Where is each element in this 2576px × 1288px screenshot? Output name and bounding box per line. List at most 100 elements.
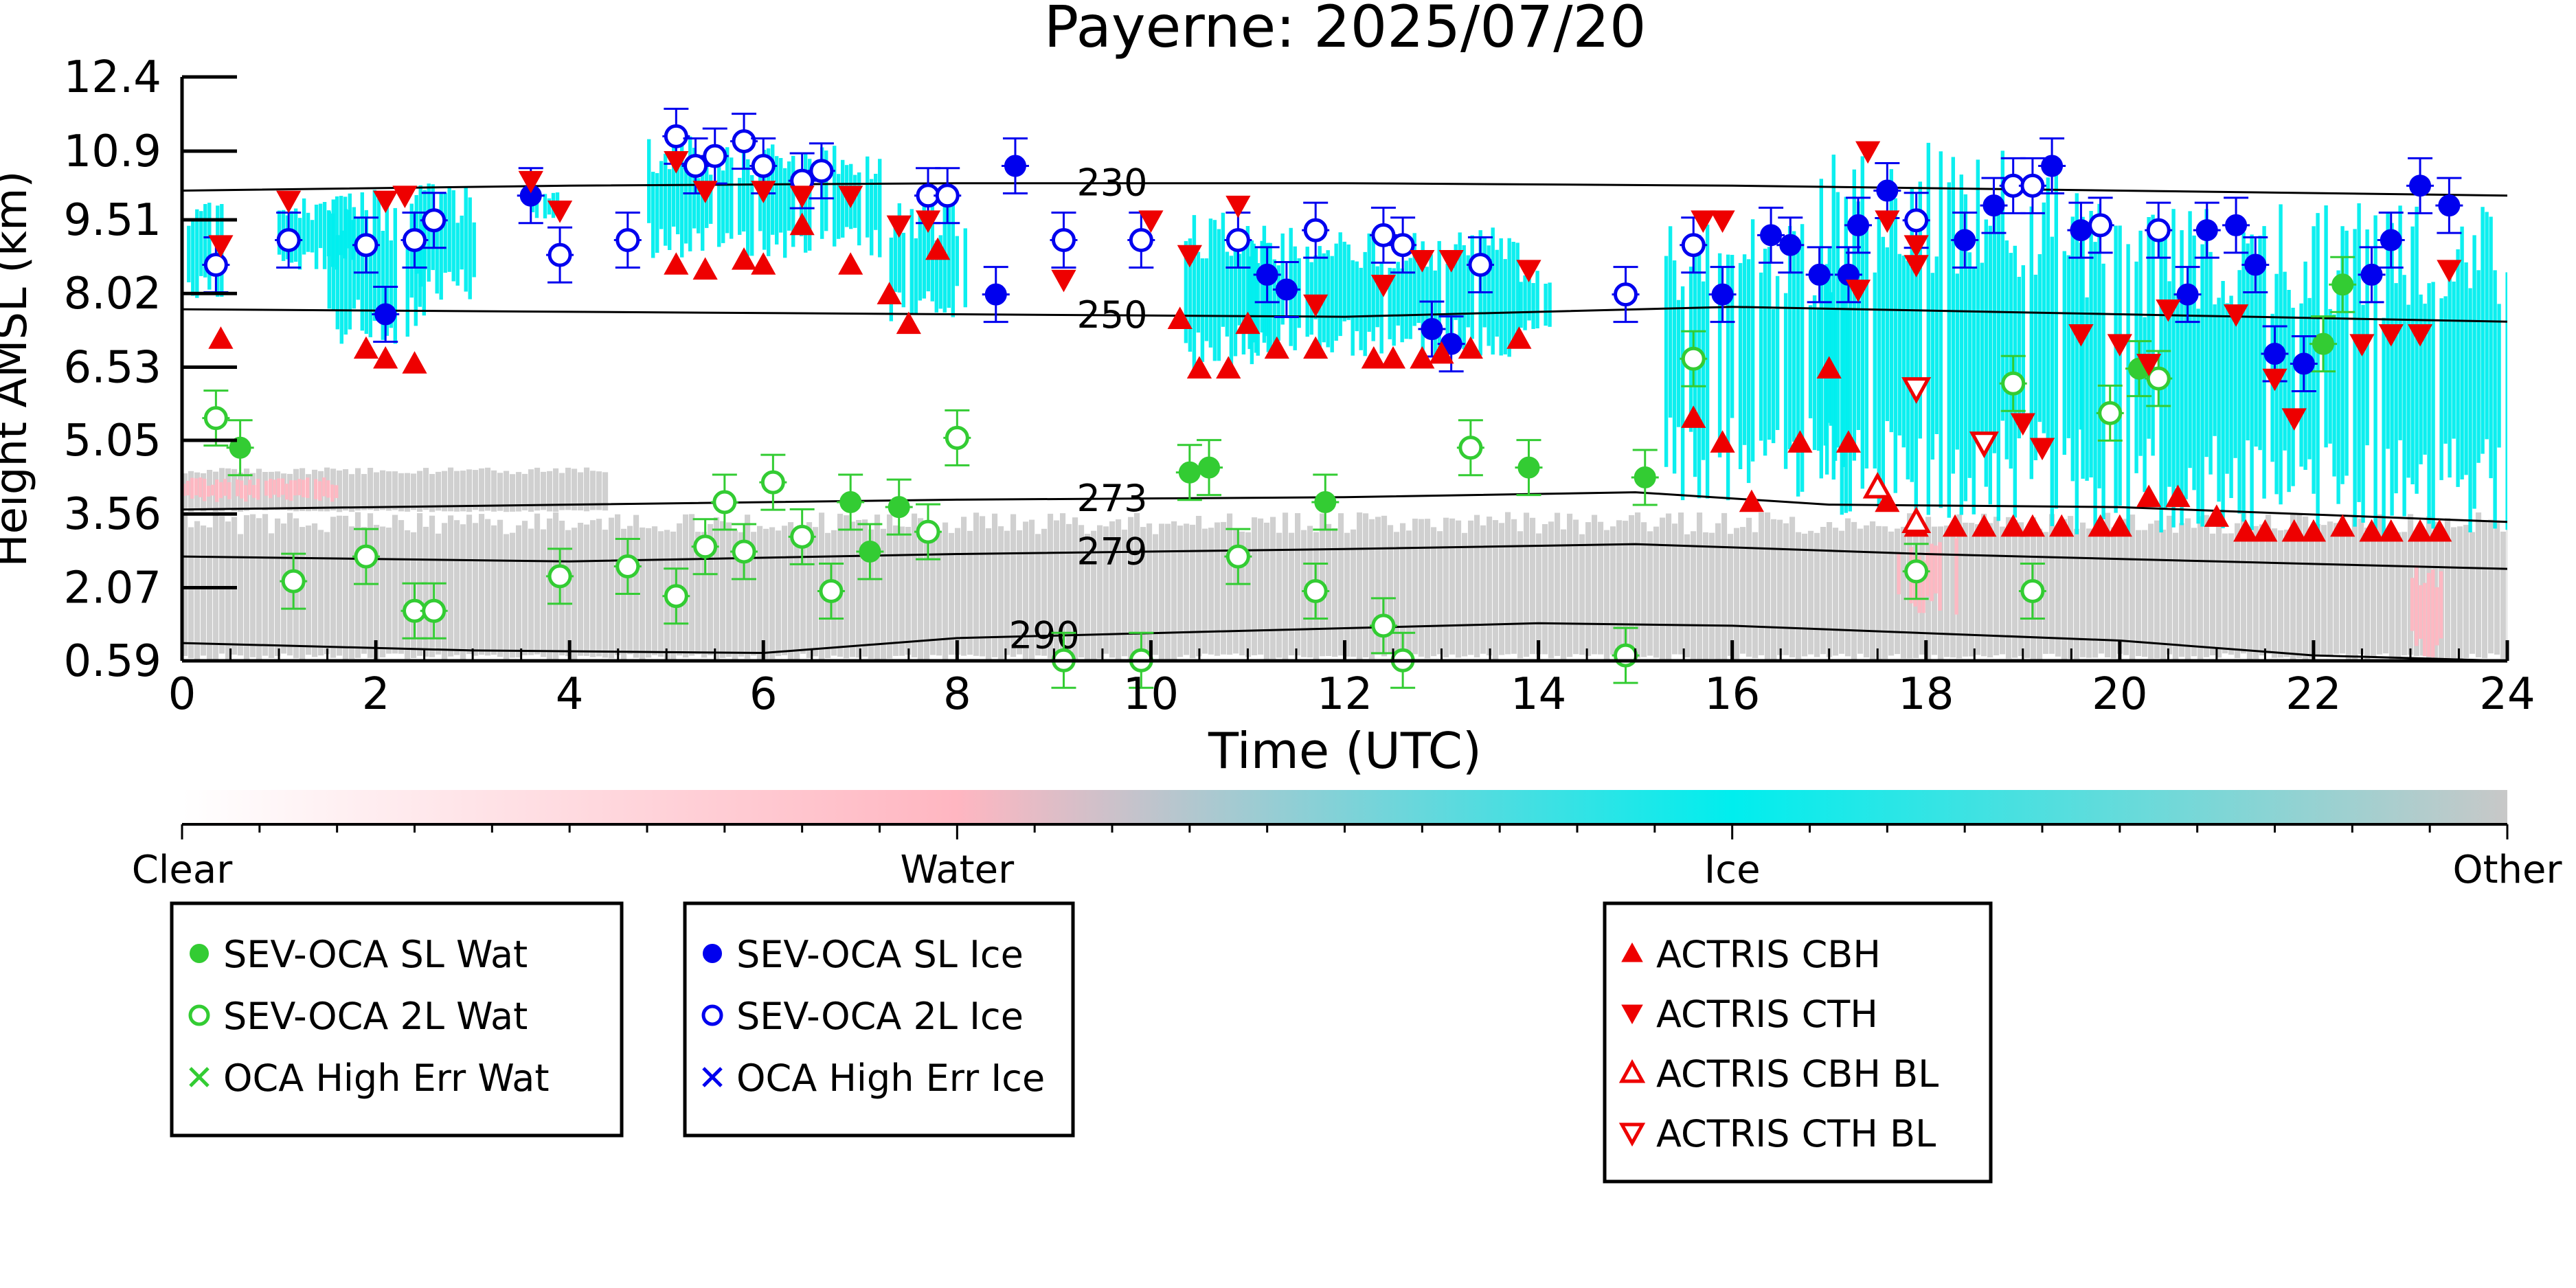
y-tick-label: 12.4 — [64, 52, 162, 103]
data-point — [2427, 519, 2452, 542]
x-axis-label: Time (UTC) — [1208, 722, 1482, 780]
series-sev-oca-sl-ice — [372, 137, 2463, 392]
series-actris-cbh-bl — [1862, 471, 1932, 534]
data-point — [281, 569, 306, 594]
data-point — [1421, 318, 1443, 341]
data-point — [229, 436, 251, 459]
data-point — [877, 282, 902, 304]
data-point — [2281, 519, 2307, 542]
data-point — [1138, 210, 1164, 234]
data-point — [1710, 430, 1735, 453]
legend-label: ACTRIS CBH — [1656, 933, 1881, 976]
legend-marker — [1621, 1004, 1643, 1024]
data-point — [1129, 228, 1153, 253]
data-point — [1845, 280, 1871, 302]
data-point — [1614, 643, 1638, 668]
data-point — [1506, 326, 1532, 349]
data-point — [2378, 324, 2404, 347]
legend-marker — [701, 1004, 723, 1026]
legend-marker — [703, 944, 722, 963]
data-point — [2049, 514, 2075, 537]
data-point — [1051, 269, 1076, 293]
data-point — [2070, 219, 2092, 242]
axes: 0 2 4 6 8 10 12 14 16 18 20 22 240.592.073.565.056.5… — [64, 52, 2535, 720]
legend-marker — [189, 1067, 210, 1087]
data-point — [518, 170, 543, 194]
x-tick-label: 16 — [1704, 669, 1760, 720]
y-axis-label: Height AMSL (km) — [0, 171, 37, 567]
data-point — [925, 237, 951, 260]
data-point — [2225, 214, 2248, 236]
data-point — [422, 598, 447, 623]
retrieval-markers — [202, 107, 2463, 689]
data-point — [1390, 233, 1415, 258]
data-point — [1371, 223, 1396, 247]
data-point — [2349, 334, 2375, 357]
legend-box-3: ACTRIS CBH ACTRIS CTH ACTRIS CBH BL ACTRIS … — [1603, 901, 1993, 1184]
legend-label: SEV-OCA 2L Wat — [223, 995, 528, 1038]
data-point — [2010, 413, 2035, 436]
x-tick-label: 4 — [556, 669, 584, 720]
data-point — [2088, 213, 2113, 238]
data-point — [789, 212, 815, 236]
x-tick-label: 12 — [1317, 669, 1372, 720]
legend-marker — [1618, 1122, 1646, 1147]
data-point — [751, 181, 776, 203]
data-point — [1410, 346, 1435, 369]
data-point — [1216, 356, 1241, 379]
data-point — [1982, 194, 2005, 217]
data-point — [760, 470, 785, 495]
data-point — [712, 490, 737, 515]
data-point — [2088, 514, 2113, 537]
data-point — [2438, 194, 2461, 217]
x-tick-label: 22 — [2285, 669, 2341, 720]
data-point — [1303, 336, 1329, 359]
data-point — [789, 185, 815, 209]
y-tick-label: 0.59 — [64, 636, 162, 687]
data-point — [2020, 514, 2045, 537]
data-point — [1371, 613, 1396, 638]
series-sev-oca-sl-wat — [226, 256, 2357, 580]
data-point — [615, 228, 640, 253]
data-point — [402, 351, 427, 374]
legend-label: ACTRIS CTH BL — [1656, 1112, 1936, 1155]
data-point — [2107, 334, 2132, 357]
data-point — [2312, 332, 2335, 355]
data-point — [732, 539, 756, 564]
data-point — [1876, 179, 1899, 202]
data-point — [1904, 208, 1929, 233]
x-tick-label: 20 — [2092, 669, 2147, 720]
data-point — [1903, 235, 1929, 258]
data-point — [2262, 368, 2287, 392]
data-point — [790, 524, 815, 549]
cloud-region-water — [2410, 565, 2443, 657]
data-point — [2001, 371, 2026, 396]
data-point — [276, 228, 301, 253]
data-point — [1739, 489, 1764, 512]
data-point — [373, 190, 398, 214]
cloud-region-ice — [647, 136, 882, 258]
data-point — [916, 519, 940, 544]
data-point — [1275, 278, 1298, 301]
data-point — [1458, 336, 1483, 359]
data-point — [2165, 484, 2191, 508]
data-point — [1691, 210, 1716, 234]
data-point — [2020, 579, 2045, 604]
series-actris-cbh — [208, 212, 2452, 542]
data-point — [692, 181, 718, 203]
y-tick-label: 5.05 — [64, 416, 162, 466]
data-point — [1361, 346, 1386, 369]
data-point — [1855, 141, 1881, 164]
data-point — [1760, 224, 1783, 247]
cloud-region-other — [182, 512, 2507, 661]
data-point — [2331, 273, 2354, 296]
colorbar-label: Water — [901, 848, 1015, 892]
data-point — [1264, 336, 1289, 359]
data-point — [1303, 294, 1329, 317]
legend-marker — [188, 1004, 210, 1026]
series-actris-cth-bl — [1901, 377, 1999, 458]
data-point — [1835, 430, 1862, 453]
legend-box-1: SEV-OCA SL Wat SEV-OCA 2L Wat OCA High Err… — [170, 901, 624, 1138]
data-point — [1875, 210, 1900, 234]
data-point — [1438, 249, 1464, 273]
